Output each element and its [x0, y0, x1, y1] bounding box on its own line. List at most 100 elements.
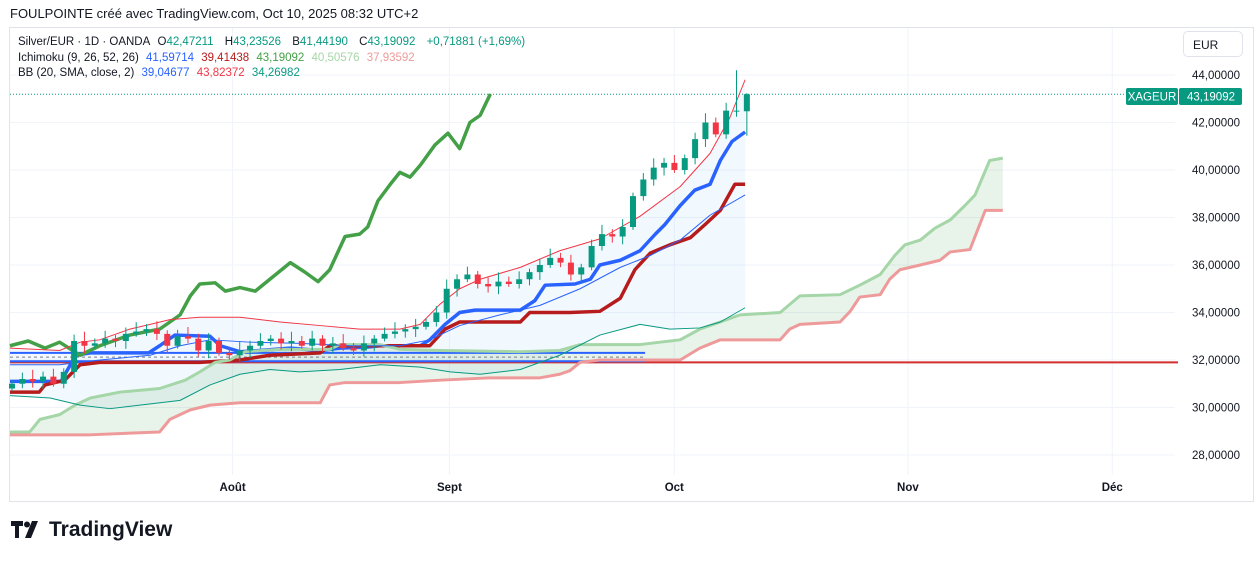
candle-body — [29, 379, 36, 382]
candle-body — [661, 162, 668, 168]
x-tick-label: Août — [220, 482, 246, 494]
symbol-legend-row: Silver/EUR · 1D · OANDA O42,47211 H43,23… — [18, 35, 529, 51]
tradingview-logo[interactable]: TradingView — [11, 518, 172, 542]
bb-lower-value: 34,26982 — [251, 67, 300, 79]
candle-body — [692, 139, 699, 159]
x-tick-label: Nov — [897, 482, 919, 494]
candle-body — [681, 158, 688, 170]
candle-body — [702, 122, 709, 140]
x-tick-label: Déc — [1102, 482, 1124, 494]
candle-body — [19, 379, 26, 384]
y-tick-label: 30,00000 — [1192, 403, 1240, 415]
candle-body — [464, 274, 471, 280]
series-bb-basis — [10, 194, 746, 366]
candle-body — [743, 94, 750, 112]
ichimoku-legend-row[interactable]: Ichimoku (9, 26, 52, 26) 41,59714 39,414… — [18, 51, 529, 67]
candle-body — [350, 348, 357, 351]
candle-body — [650, 167, 657, 180]
x-tick-label: Sept — [437, 482, 462, 494]
candle-body — [216, 341, 222, 353]
y-tick-label: 40,00000 — [1192, 165, 1240, 177]
candle-body — [267, 338, 274, 341]
bb-basis-value: 39,04677 — [141, 67, 190, 79]
candle-body — [412, 326, 419, 330]
candle-body — [381, 333, 388, 339]
candle-body — [443, 288, 450, 313]
candle-body — [60, 371, 67, 384]
tradingview-brand: TradingView — [49, 518, 173, 541]
senkou-b-value: 37,93592 — [366, 51, 415, 64]
ichimoku-cloud-fill — [10, 158, 1003, 435]
kijun-value: 39,41438 — [201, 51, 250, 64]
candle-body — [609, 234, 616, 237]
series-senkou-a — [10, 156, 1004, 434]
candle-body — [122, 333, 129, 341]
price-tag-value: 43,19092 — [1187, 92, 1235, 104]
candle-body — [174, 336, 181, 346]
candle-body — [588, 246, 595, 268]
candle-body — [102, 338, 109, 344]
candle-body — [153, 329, 160, 334]
y-tick-label: 32,00000 — [1192, 355, 1240, 367]
series-kijun — [10, 182, 746, 394]
candle-body — [164, 333, 171, 346]
candle-body — [112, 338, 119, 341]
bb-upper-value: 43,82372 — [196, 67, 245, 79]
y-tick-label: 38,00000 — [1192, 213, 1240, 225]
high-value: 43,23526 — [233, 36, 282, 48]
open-label: O — [157, 36, 167, 48]
candle-body — [371, 338, 378, 344]
chart-legend: Silver/EUR · 1D · OANDA O42,47211 H43,23… — [18, 35, 529, 82]
senkou-a-value: 40,50576 — [311, 51, 360, 64]
candle-body — [640, 179, 647, 197]
candle-body — [495, 281, 502, 287]
currency-button[interactable]: EUR — [1183, 31, 1243, 57]
candle-body — [329, 343, 336, 346]
candle-body — [671, 162, 678, 170]
y-tick-label: 28,00000 — [1192, 450, 1240, 462]
tradingview-logo-icon — [11, 521, 38, 538]
candle-body — [619, 227, 626, 237]
series-bb-upper — [9, 79, 746, 351]
series-senkou-b — [10, 208, 1003, 437]
candle-body — [536, 265, 543, 273]
candle-body — [195, 338, 202, 351]
candle-body — [402, 329, 409, 332]
candle-body — [578, 267, 585, 275]
candle-body — [485, 284, 492, 287]
candle-body — [40, 376, 47, 382]
candle-body — [143, 329, 150, 332]
candle-body — [391, 331, 398, 334]
candle-body — [9, 383, 15, 389]
close-label: C — [359, 36, 368, 48]
series-chikou — [9, 93, 492, 357]
candle-body — [567, 262, 574, 275]
candle-body — [236, 350, 243, 356]
candle-body — [298, 341, 305, 346]
candle-body — [423, 322, 429, 327]
low-value: 41,44190 — [299, 36, 348, 48]
candle-body — [474, 274, 481, 284]
candle-body — [319, 338, 326, 346]
candle-body — [454, 279, 461, 289]
bb-fill — [10, 79, 746, 409]
candle-body — [91, 343, 98, 346]
candle-body — [557, 257, 564, 263]
candle-body — [205, 341, 212, 351]
candle-body — [505, 281, 512, 284]
symbol-title[interactable]: Silver/EUR · 1D · OANDA — [18, 36, 151, 48]
ichimoku-label: Ichimoku (9, 26, 52, 26) — [18, 51, 139, 64]
high-label: H — [224, 36, 234, 48]
open-value: 42,47211 — [166, 36, 214, 48]
bb-legend-row[interactable]: BB (20, SMA, close, 2) 39,04677 43,82372… — [18, 66, 529, 82]
change-value: +0,71881 (+1,69%) — [426, 36, 526, 48]
candle-body — [723, 110, 730, 135]
candle-body — [433, 312, 440, 322]
candle-body — [630, 196, 636, 227]
chart-frame — [9, 27, 1254, 502]
y-tick-label: 34,00000 — [1192, 308, 1240, 320]
candle-body — [184, 336, 191, 339]
candle-body — [712, 122, 719, 135]
chikou-value: 43,19092 — [256, 51, 305, 64]
